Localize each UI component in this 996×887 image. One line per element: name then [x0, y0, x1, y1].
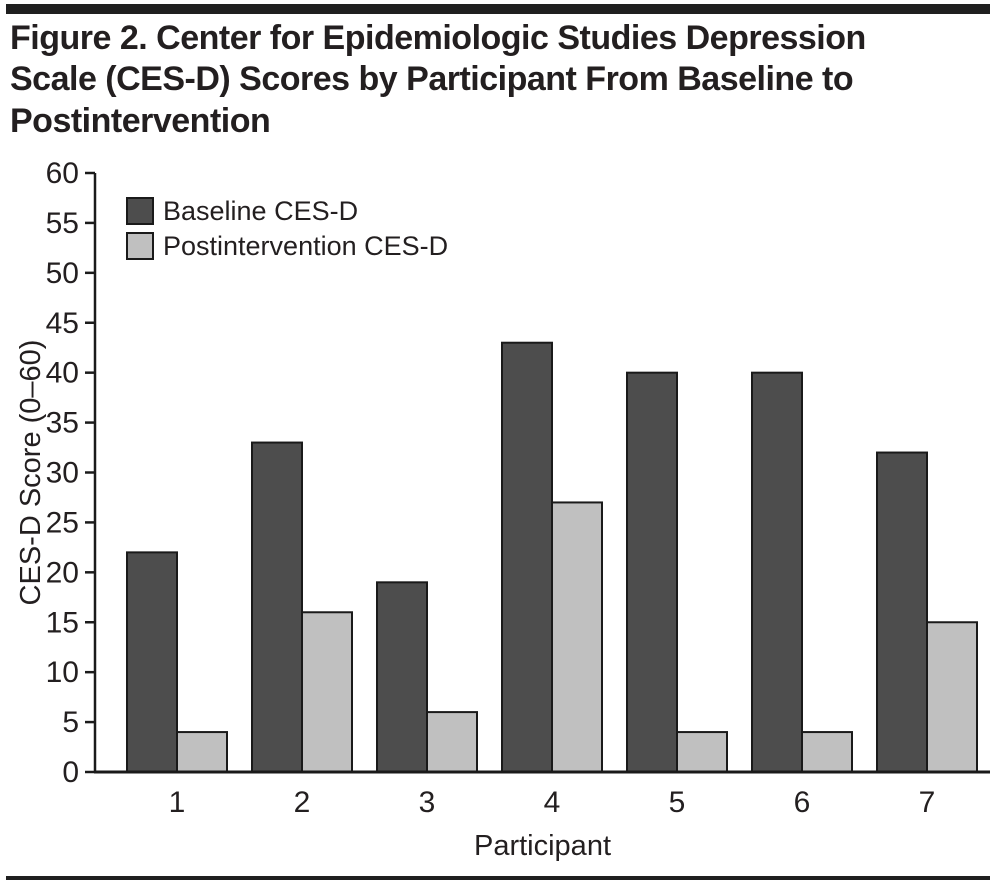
figure-title: Figure 2. Center for Epidemiologic Studi… [10, 18, 986, 142]
y-tick-label: 10 [46, 656, 79, 689]
x-axis-title: Participant [474, 830, 611, 862]
bar-series2-participant7 [926, 621, 978, 773]
y-tick-label: 20 [46, 556, 79, 589]
x-tick-label: 5 [669, 786, 686, 819]
bar-series2-participant4 [551, 501, 603, 773]
y-tick-label: 15 [46, 606, 79, 639]
figure-title-line: Figure 2. Center for Epidemiologic Studi… [10, 19, 866, 57]
x-tick-label: 6 [794, 786, 811, 819]
figure-title-line: Scale (CES-D) Scores by Participant From… [10, 60, 854, 99]
y-tick-label: 50 [46, 257, 79, 290]
y-tick-label: 0 [62, 756, 79, 789]
bar-series2-participant3 [426, 711, 478, 773]
legend-label-1: Baseline CES-D [163, 196, 358, 226]
figure-title-line: Postintervention [10, 101, 271, 140]
legend-swatch-2 [126, 232, 154, 260]
x-tick-label: 7 [919, 786, 936, 819]
bar-series2-participant1 [176, 731, 228, 773]
chart-area: 1 2 3 4 5 6 7 0 5 10 15 20 25 30 35 40 45 50 55 60 CES-D Sco… [0, 157, 996, 876]
top-rule [6, 4, 990, 14]
x-tick-label: 1 [169, 786, 186, 819]
bar-series1-participant6 [751, 371, 803, 774]
bar-series2-participant5 [676, 731, 728, 773]
x-tick-label: 2 [294, 786, 311, 819]
bar-series1-participant5 [626, 371, 678, 774]
bar-series1-participant4 [501, 341, 553, 773]
bottom-rule [6, 876, 990, 880]
legend-label-2: Postintervention CES-D [163, 231, 448, 261]
bar-series1-participant1 [126, 551, 178, 773]
bar-series2-participant6 [801, 731, 853, 773]
bar-series1-participant7 [876, 451, 928, 773]
y-axis-title: CES-D Score (0–60) [15, 340, 47, 606]
bar-series1-participant3 [376, 581, 428, 774]
x-tick-label: 4 [544, 786, 561, 819]
legend-swatch-1 [126, 197, 154, 225]
y-tick-label: 40 [46, 357, 79, 390]
y-tick-label: 35 [46, 407, 79, 440]
y-tick-label: 30 [46, 457, 79, 490]
bar-series1-participant2 [251, 441, 303, 773]
y-tick-label: 45 [46, 307, 79, 340]
y-tick-label: 55 [46, 207, 79, 240]
y-tick-label: 25 [46, 506, 79, 539]
x-tick-label: 3 [419, 786, 436, 819]
y-tick-label: 60 [46, 158, 79, 190]
y-tick-label: 5 [62, 706, 79, 739]
bar-series2-participant2 [301, 611, 353, 773]
